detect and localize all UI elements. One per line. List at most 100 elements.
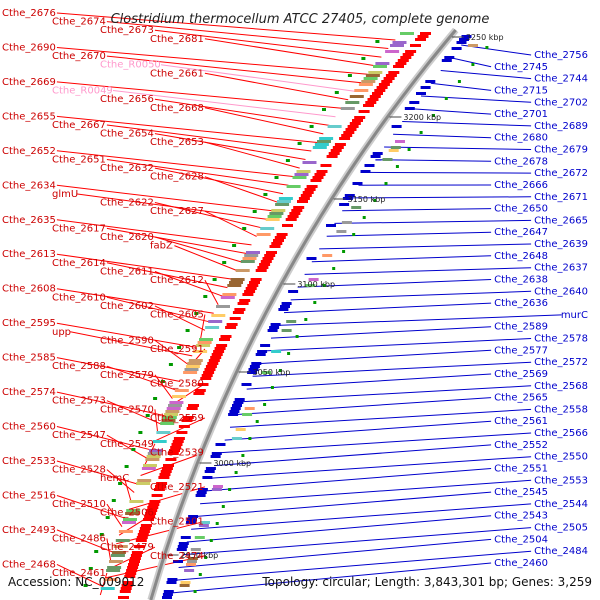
gc-marker [111,499,116,502]
forward-gene [201,374,213,377]
gc-marker [248,437,252,440]
gene-label-right: Cthe_2665 [534,215,588,226]
gc-marker [313,301,317,304]
forward-gene [163,464,174,467]
gc-marker [309,125,314,128]
gene-category-block [143,464,157,467]
gene-label-left: Cthe_2656 [100,94,154,105]
gene-category-block [222,293,237,296]
label-connector [195,491,492,517]
gc-marker [138,431,143,434]
accession-text: Accession: NC_009012 [8,575,144,589]
label-connector [252,361,532,377]
forward-gene [158,476,170,479]
reverse-gene [241,383,252,386]
gene-category-block [340,107,355,110]
gene-label-left: Cthe_2667 [52,120,106,131]
forward-gene [220,335,232,338]
forward-gene [405,50,417,53]
gene-category-block [106,569,121,572]
gc-marker [352,233,356,236]
gene-label-left: Cthe_2612 [150,275,204,286]
label-connector [430,82,492,91]
gene-category-block [345,101,360,104]
forward-gene [249,281,260,284]
gc-marker [94,550,99,553]
gene-label-left: Cthe_2669 [2,77,56,88]
label-connector [56,460,138,485]
gene-label-left: Cthe_2690 [2,43,56,54]
gene-category-block [149,449,163,452]
reverse-gene [391,125,402,128]
gene-category-block [244,254,259,257]
gene-category-block [275,203,290,206]
gene-category-block [161,419,176,422]
forward-gene [354,116,366,119]
gene-category-block [358,83,373,86]
gc-marker [297,142,302,145]
gene-label-right: Cthe_2672 [534,168,588,179]
gene-category-block [260,227,275,230]
gc-marker [88,567,93,570]
reverse-gene [280,305,290,308]
forward-gene [200,377,212,380]
label-connector [393,133,492,139]
forward-gene [128,563,139,566]
gene-label-right: Cthe_2460 [494,558,548,569]
gene-label-right: Cthe_2689 [534,121,588,132]
forward-gene [388,71,400,74]
forward-gene [213,350,225,353]
gene-category-block [186,563,196,566]
gene-category-block [319,137,334,140]
gene-label-left: glmU [52,189,78,200]
label-connector [174,550,532,581]
forward-gene [140,524,152,527]
forward-gene [203,371,215,374]
gene-category-block [229,281,243,284]
gc-marker [274,176,279,179]
reverse-gene [342,197,353,200]
gene-category-block [216,305,230,308]
gene-label-left: Cthe_2602 [100,301,154,312]
gene-category-block [187,362,202,365]
forward-gene [302,191,314,194]
forward-gene [369,95,381,98]
tick-label: 3000 kbp [213,459,251,468]
gc-marker [395,165,399,168]
gene-label-right: Cthe_2745 [494,62,548,73]
label-connector [204,176,278,203]
forward-gene [129,560,140,563]
label-connector [204,72,349,101]
gene-category-block [113,545,128,548]
gene-label-left: Cthe_2560 [2,422,56,433]
gene-category-block [312,146,327,149]
gc-marker [209,539,213,542]
reverse-gene [255,353,266,356]
forward-gene [176,431,188,434]
gene-category-block [390,146,401,149]
gene-category-block [281,329,292,332]
reverse-gene [195,494,206,497]
label-connector [402,121,532,127]
gene-category-block [123,518,137,521]
gene-category-block [286,185,301,188]
reverse-gene [456,41,467,44]
gene-category-block [193,350,208,353]
label-connector [154,236,242,263]
forward-gene [119,590,131,593]
reverse-gene [257,350,268,353]
gene-category-block [164,413,179,416]
gene-label-left: Cthe_2654 [100,129,154,140]
gene-category-block [136,482,151,485]
gene-category-block [354,89,369,92]
gene-category-block [349,95,364,98]
forward-gene [320,164,332,167]
label-connector [440,70,532,80]
forward-gene [312,176,324,179]
forward-gene [358,110,370,113]
label-connector [106,400,162,425]
forward-gene [383,77,395,80]
label-connector [56,563,104,587]
label-connector [384,146,532,150]
gene-category-block [184,368,199,371]
